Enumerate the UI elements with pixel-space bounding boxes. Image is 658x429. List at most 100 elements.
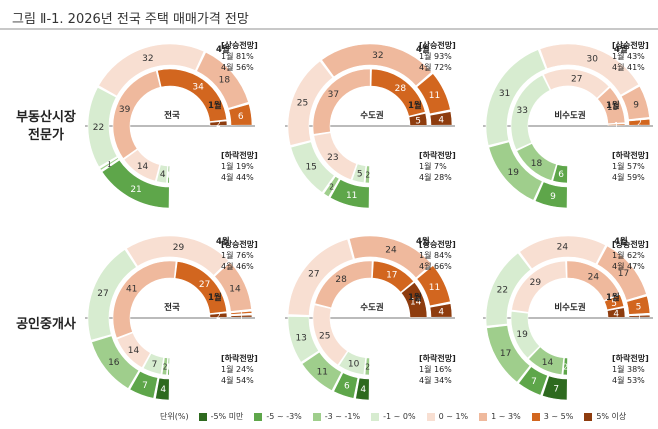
donut-segment bbox=[312, 304, 348, 366]
segment-value-label: 30 bbox=[586, 55, 598, 65]
fall-annotation: [하락전망] 1월 57% 4월 59% bbox=[612, 150, 649, 183]
legend-swatch bbox=[198, 412, 207, 421]
segment-value-label: 4 bbox=[160, 170, 166, 180]
donut-segment bbox=[287, 60, 334, 146]
segment-value-label: 11 bbox=[429, 91, 440, 101]
donut-segment bbox=[228, 103, 253, 126]
region-label: 전국 bbox=[164, 110, 180, 121]
legend-items: -5% 미만 -5 ~ -3% -3 ~ -1% -1 ~ 0% 0 ~ 1% 1 ~ 3… bbox=[198, 411, 638, 422]
donut-segment bbox=[486, 325, 531, 383]
donut-segment bbox=[543, 68, 610, 99]
inner-ring-label: 1월 bbox=[606, 100, 620, 111]
legend-label: -5% 미만 bbox=[210, 412, 244, 421]
segment-value-label: 14 bbox=[542, 358, 554, 368]
outer-ring-label: 4월 bbox=[614, 44, 628, 55]
segment-value-label: 5 bbox=[611, 299, 617, 309]
donut-segment bbox=[372, 260, 415, 293]
outer-ring-label: 4월 bbox=[614, 236, 628, 247]
segment-value-label: 2 bbox=[563, 362, 568, 371]
donut-segment bbox=[607, 123, 626, 126]
donut-segment bbox=[167, 357, 170, 376]
segment-value-label: 27 bbox=[97, 289, 108, 299]
rise-annotation-m4: 4월 66% bbox=[419, 262, 452, 271]
donut-segment bbox=[485, 49, 547, 146]
segment-value-label: 17 bbox=[386, 271, 397, 281]
row-label-experts: 부동산시장 전문가 bbox=[6, 109, 86, 145]
donut-segment bbox=[408, 113, 428, 126]
donut-segment bbox=[628, 314, 651, 318]
donut-segment bbox=[99, 157, 120, 171]
inner-ring-label: 1월 bbox=[208, 100, 222, 111]
segment-value-label: 2 bbox=[637, 119, 642, 128]
donut-segment bbox=[510, 310, 541, 359]
donut-segment bbox=[562, 357, 568, 376]
fall-annotation: [하락전망] 1월 7% 4월 28% bbox=[419, 150, 456, 183]
segment-value-label: 24 bbox=[588, 273, 600, 283]
donut-segment bbox=[98, 43, 205, 97]
legend-label: -3 ~ -1% bbox=[324, 412, 361, 421]
donut-segment bbox=[528, 346, 564, 375]
row-label-agents-text: 공인중개사 bbox=[16, 317, 76, 332]
fall-annotation-m1: 1월 24% bbox=[221, 365, 254, 374]
legend-item: -5 ~ -3% bbox=[254, 411, 302, 422]
donut-segment bbox=[112, 70, 161, 159]
fall-annotation: [하락전망] 1월 38% 4월 53% bbox=[612, 353, 649, 386]
segment-value-label: 1 bbox=[166, 362, 171, 371]
segment-value-label: 2 bbox=[365, 170, 370, 179]
donut-segment bbox=[620, 85, 650, 120]
fall-annotation-m4: 4월 54% bbox=[221, 376, 254, 385]
region-label: 비수도권 bbox=[554, 110, 585, 121]
legend-item: -3 ~ -1% bbox=[312, 411, 361, 422]
outer-ring-label: 4월 bbox=[416, 236, 430, 247]
rise-annotation: [상승전망] 1월 76% 4월 46% bbox=[221, 239, 258, 272]
segment-value-label: 1 bbox=[107, 160, 112, 169]
fall-annotation-title: [하락전망] bbox=[221, 354, 258, 363]
donut-segment bbox=[329, 178, 370, 209]
fall-annotation-m4: 4월 53% bbox=[612, 376, 645, 385]
donut-segment bbox=[518, 366, 548, 396]
row-label-experts-text: 부동산시장 전문가 bbox=[6, 109, 86, 145]
segment-value-label: 7 bbox=[553, 385, 559, 395]
segment-value-label: 7 bbox=[531, 377, 537, 387]
segment-value-label: 11 bbox=[429, 283, 440, 293]
region-label: 비수도권 bbox=[554, 302, 585, 313]
donut-segment bbox=[196, 51, 249, 109]
row-label-experts-line: 부동산시장 bbox=[16, 110, 76, 125]
segment-value-label: 37 bbox=[328, 90, 339, 100]
legend-swatch bbox=[584, 412, 593, 421]
rise-annotation-m4: 4월 72% bbox=[419, 63, 452, 72]
rise-annotation-title: [상승전망] bbox=[221, 41, 258, 50]
segment-value-label: 4 bbox=[360, 385, 366, 395]
segment-value-label: 29 bbox=[173, 243, 185, 253]
segment-value-label: 4 bbox=[438, 307, 444, 317]
fall-annotation-m1: 1월 7% bbox=[419, 162, 447, 171]
donut-segment bbox=[174, 261, 227, 314]
legend-item: 1 ~ 3% bbox=[479, 411, 521, 422]
figure-title: 그림 Ⅱ-1. 2026년 전국 주택 매매가격 전망 bbox=[12, 12, 249, 27]
legend-item: -1 ~ 0% bbox=[371, 411, 416, 422]
region-label: 전국 bbox=[164, 302, 180, 313]
rise-annotation-m4: 4월 46% bbox=[221, 262, 254, 271]
fall-annotation-title: [하락전망] bbox=[612, 151, 649, 160]
rise-annotation: [상승전망] 1월 62% 4월 47% bbox=[612, 239, 649, 272]
segment-value-label: 14 bbox=[410, 298, 422, 308]
rise-annotation-title: [상승전망] bbox=[612, 240, 649, 249]
segment-value-label: 2 bbox=[216, 120, 221, 129]
fall-annotation: [하락전망] 1월 16% 4월 34% bbox=[419, 353, 456, 386]
rise-annotation-m1: 1월 93% bbox=[419, 52, 452, 61]
segment-value-label: 32 bbox=[372, 51, 383, 61]
donut-segment bbox=[355, 377, 370, 401]
donut-segment bbox=[348, 235, 433, 279]
region-label: 수도권 bbox=[360, 302, 384, 313]
donut-segment bbox=[209, 120, 228, 126]
segment-value-label: 23 bbox=[327, 153, 338, 163]
rise-annotation-m1: 1월 81% bbox=[221, 52, 254, 61]
segment-value-label: 31 bbox=[499, 89, 510, 99]
segment-value-label: 32 bbox=[142, 54, 153, 64]
segment-value-label: 24 bbox=[385, 246, 397, 256]
donut-segment bbox=[321, 43, 433, 87]
segment-value-label: 6 bbox=[238, 112, 244, 122]
donut-segment bbox=[534, 181, 568, 209]
donut-segment bbox=[87, 249, 137, 341]
